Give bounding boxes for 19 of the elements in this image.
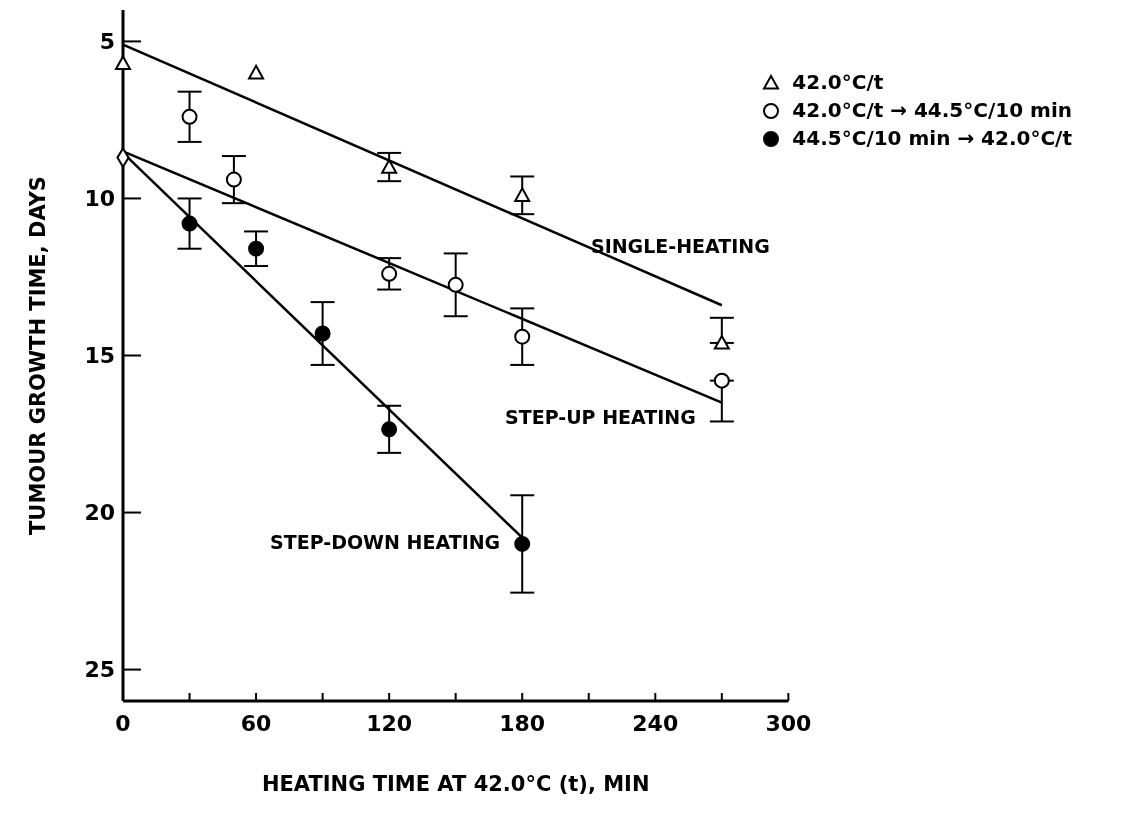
y-tick-label: 5 [99,29,115,55]
legend-label: 44.5°C/10 min → 42.0°C/t [792,126,1072,150]
x-tick-label: 300 [765,710,812,736]
legend-label: 42.0°C/t → 44.5°C/10 min [792,98,1072,122]
x-tick-label: 60 [240,710,272,736]
y-tick-label: 15 [84,343,115,369]
legend-label: 42.0°C/t [792,70,884,94]
x-axis-title: HEATING TIME AT 42.0°C (t), MIN [261,772,650,796]
y-tick-label: 25 [84,657,115,683]
y-tick-label: 20 [84,500,115,526]
x-tick-label: 120 [366,710,413,736]
y-axis-title: TUMOUR GROWTH TIME, DAYS [26,176,51,535]
series-label: SINGLE-HEATING [590,234,770,257]
series-label: STEP-DOWN HEATING [270,531,501,554]
x-tick-label: 0 [115,710,131,736]
x-tick-label: 180 [499,710,546,736]
x-tick-label: 240 [632,710,679,736]
y-tick-label: 10 [84,186,115,212]
series-label: STEP-UP HEATING [505,406,696,429]
